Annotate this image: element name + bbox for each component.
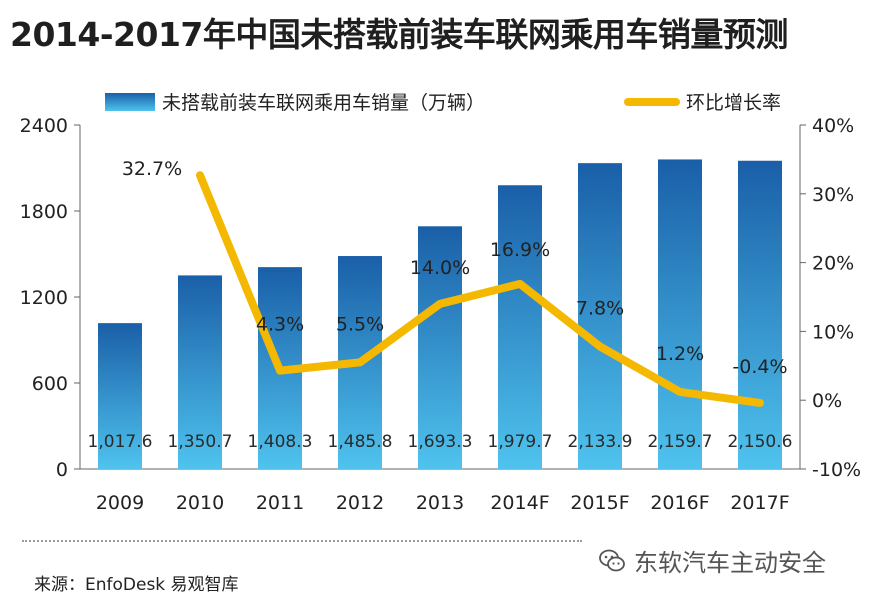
bar [178,275,222,469]
growth-rate-label: 14.0% [410,257,470,279]
x-tick-label: 2011 [256,492,304,514]
bar [658,159,702,469]
line-point [597,343,603,350]
x-tick-label: 2015F [570,492,629,514]
legend-bar-swatch [105,93,155,111]
bar [498,185,542,470]
bar-value-label: 1,408.3 [248,432,313,452]
x-tick-label: 2017F [730,492,789,514]
line-point [277,367,283,374]
line-point [197,172,203,179]
line-point [357,359,363,366]
footer-divider [22,540,582,542]
bar-value-label: 1,350.7 [168,432,233,452]
right-tick-label: 0% [812,390,842,412]
bar [738,160,782,470]
left-tick-label: 0 [56,459,68,481]
bar-value-label: 1,693.3 [408,432,473,452]
growth-rate-label: 16.9% [490,239,550,261]
bar-value-label: 2,133.9 [568,432,633,452]
right-tick-label: -10% [812,459,861,481]
line-point [757,399,763,406]
growth-rate-label: 5.5% [336,313,384,335]
bar-value-label: 2,159.7 [648,432,713,452]
growth-rate-line [196,171,764,407]
x-tick-label: 2009 [96,492,144,514]
growth-rate-label: -0.4% [732,356,787,378]
bar-value-label: 1,017.6 [88,432,153,452]
left-tick-label: 600 [32,373,68,395]
x-tick-label: 2010 [176,492,224,514]
line-point [677,388,683,395]
x-tick-label: 2012 [336,492,384,514]
line-point [437,300,443,307]
bar-value-label: 2,150.6 [728,432,793,452]
left-tick-label: 2400 [20,115,68,137]
growth-rate-label: 4.3% [256,314,304,336]
chart-title: 2014-2017年中国未搭载前装车联网乘用车销量预测 [10,15,788,54]
wechat-icon [599,549,625,571]
source-note: 来源：EnfoDesk 易观智库 [34,575,239,595]
right-tick-label: 20% [812,253,854,275]
legend-line-label: 环比增长率 [686,92,781,114]
growth-rate-label: 7.8% [576,298,624,320]
bar-value-label: 1,979.7 [488,432,553,452]
bar [98,323,142,469]
x-tick-label: 2014F [490,492,549,514]
growth-rate-label: 1.2% [656,343,704,365]
left-tick-label: 1800 [20,201,68,223]
growth-rate-label: 32.7% [122,158,182,180]
right-tick-label: 40% [812,115,854,137]
brand-name: 东软汽车主动安全 [634,549,826,577]
legend-bar-label: 未搭载前装车联网乘用车销量（万辆） [162,92,485,114]
right-tick-label: 30% [812,184,854,206]
brand: 东软汽车主动安全 [598,543,826,578]
right-tick-label: 10% [812,321,854,343]
bar-value-label: 1,485.8 [328,432,393,452]
x-tick-label: 2016F [650,492,709,514]
x-tick-label: 2013 [416,492,464,514]
bar [578,163,622,470]
bar [418,226,462,469]
line-point [517,280,523,287]
left-tick-label: 1200 [20,287,68,309]
